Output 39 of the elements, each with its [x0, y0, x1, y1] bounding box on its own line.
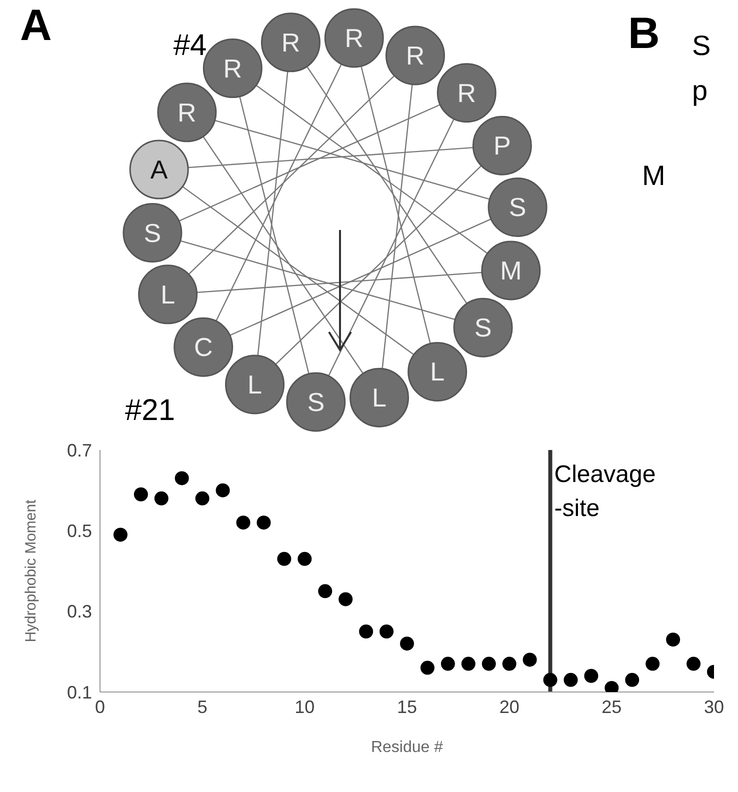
- x-tick-label: 15: [396, 696, 418, 717]
- category-label: S: [307, 386, 325, 417]
- category-label: L: [248, 369, 262, 400]
- category-label: C: [194, 332, 213, 362]
- text: A: [20, 1, 52, 50]
- category-label: R: [178, 97, 196, 128]
- x-tick-label: 10: [294, 696, 315, 717]
- category-label: L: [372, 382, 387, 413]
- y-tick-label: 0.7: [66, 440, 92, 460]
- category-label: S: [508, 192, 526, 222]
- category-label: R: [457, 78, 476, 108]
- category-label: S: [144, 218, 162, 248]
- y-axis-title: Hydrophobic Moment: [22, 498, 40, 642]
- text: #4: [173, 29, 207, 62]
- text: p: [692, 75, 708, 106]
- text: M: [642, 160, 666, 191]
- y-tick-label: 0.5: [66, 521, 92, 542]
- ref-line-label: Cleavage -site: [554, 461, 656, 522]
- x-tick-label: 0: [94, 696, 106, 717]
- x-tick-label: 20: [499, 696, 520, 717]
- category-label: M: [500, 255, 522, 286]
- category-label: R: [406, 40, 425, 71]
- category-label: L: [160, 279, 176, 310]
- text: S: [692, 30, 711, 61]
- text: B: [628, 9, 660, 58]
- x-tick-label: 25: [602, 696, 622, 717]
- y-tick-label: 0.1: [66, 682, 92, 702]
- category-label: L: [430, 356, 445, 387]
- y-tick-label: 0.3: [66, 602, 92, 622]
- x-tick-label: 5: [197, 696, 208, 717]
- category-label: A: [150, 154, 168, 185]
- x-axis-title: Residue #: [370, 739, 444, 756]
- category-label: R: [344, 23, 364, 53]
- x-tick-label: 30: [704, 696, 724, 717]
- text: #21: [124, 394, 176, 427]
- category-label: R: [223, 53, 242, 84]
- category-label: R: [281, 27, 300, 58]
- category-label: S: [474, 312, 492, 343]
- category-label: P: [494, 130, 511, 161]
